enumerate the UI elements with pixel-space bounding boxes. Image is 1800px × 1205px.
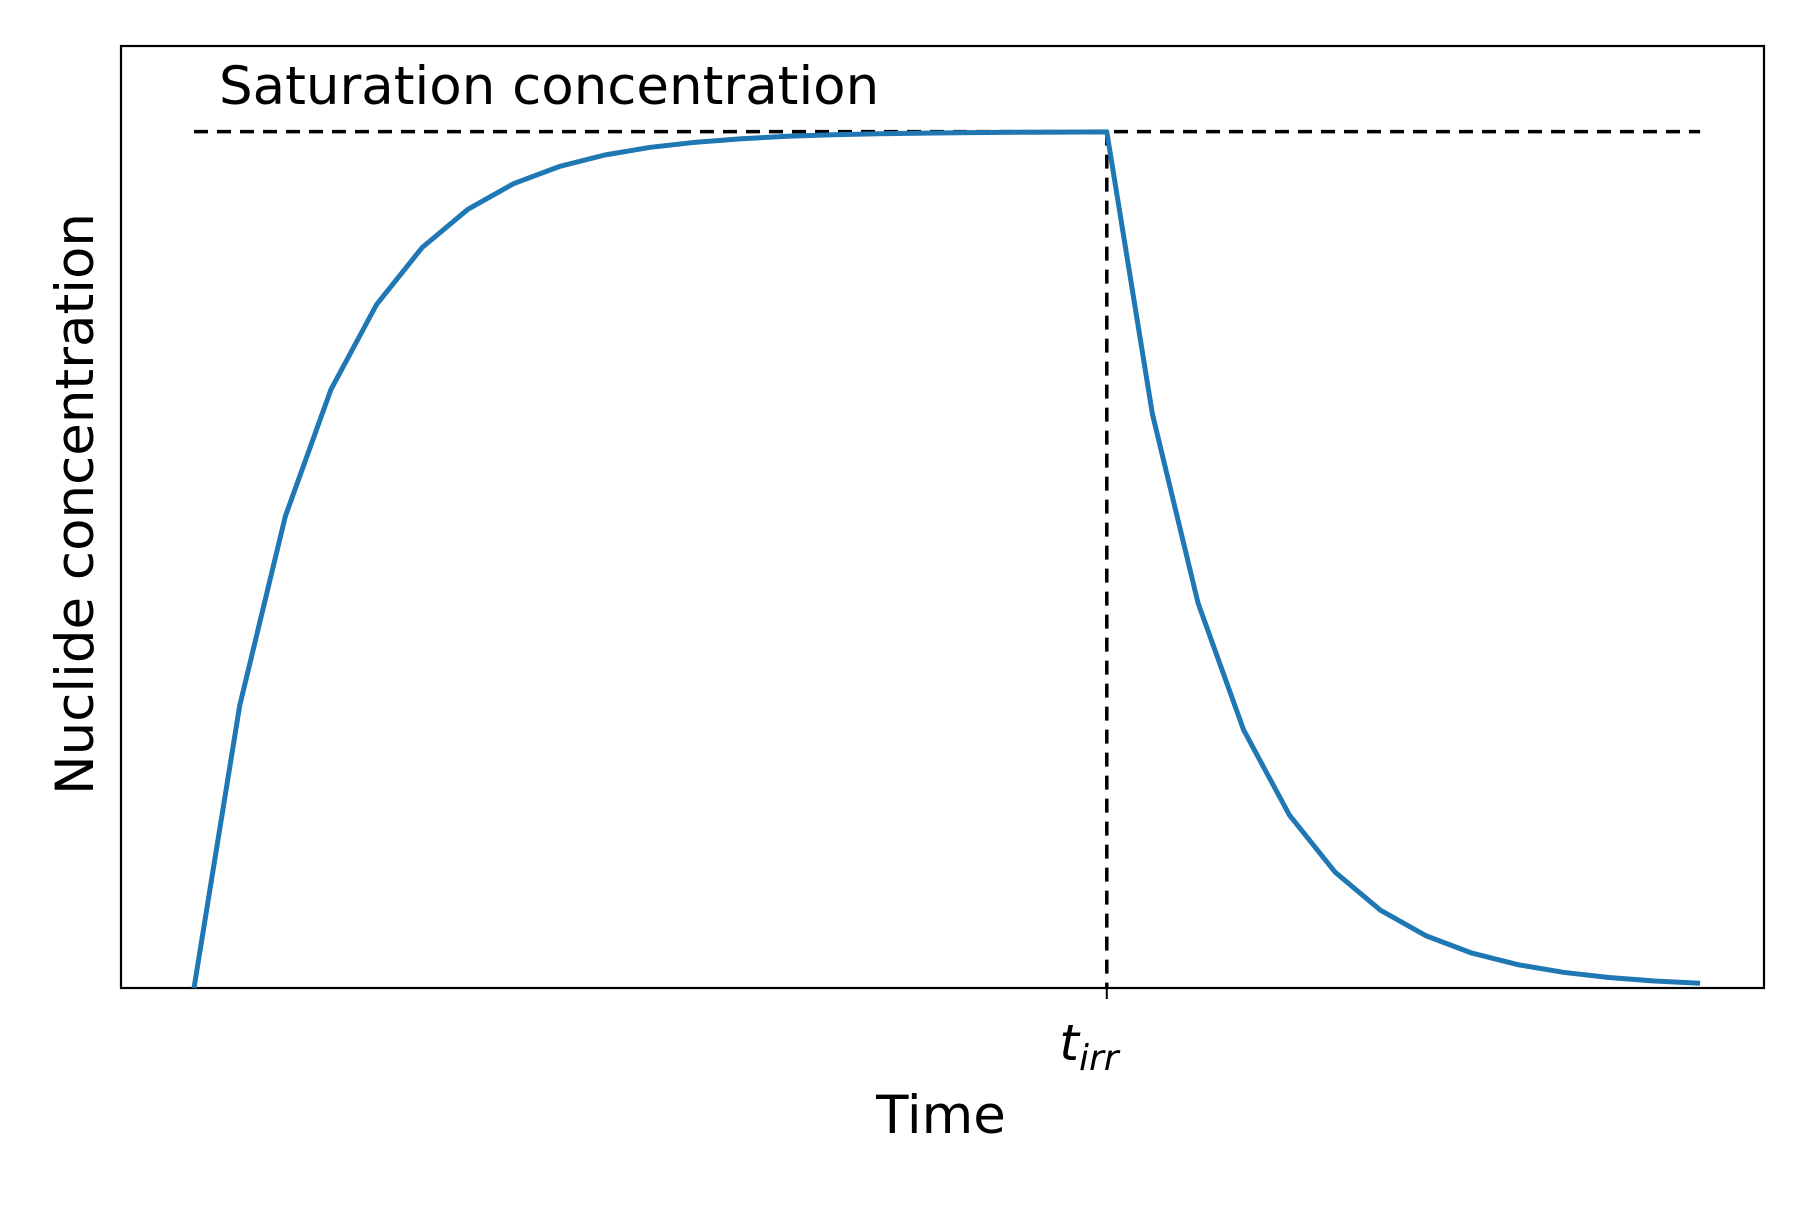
y-axis-label: Nuclide concentration: [45, 213, 106, 795]
plot-layer: [119, 44, 1766, 999]
x-tick-label-t-irr: tirr: [1059, 1014, 1120, 1079]
plot-frame: [119, 44, 1766, 990]
series-line-1: [191, 129, 1701, 989]
x-axis-label: Time: [875, 1085, 1006, 1146]
text-layer: Saturation concentration Time Nuclide co…: [45, 56, 1121, 1146]
x-tick-label-main: t: [1059, 1014, 1081, 1072]
x-tick-label-subscript: irr: [1079, 1038, 1121, 1079]
saturation-annotation: Saturation concentration: [219, 56, 879, 117]
